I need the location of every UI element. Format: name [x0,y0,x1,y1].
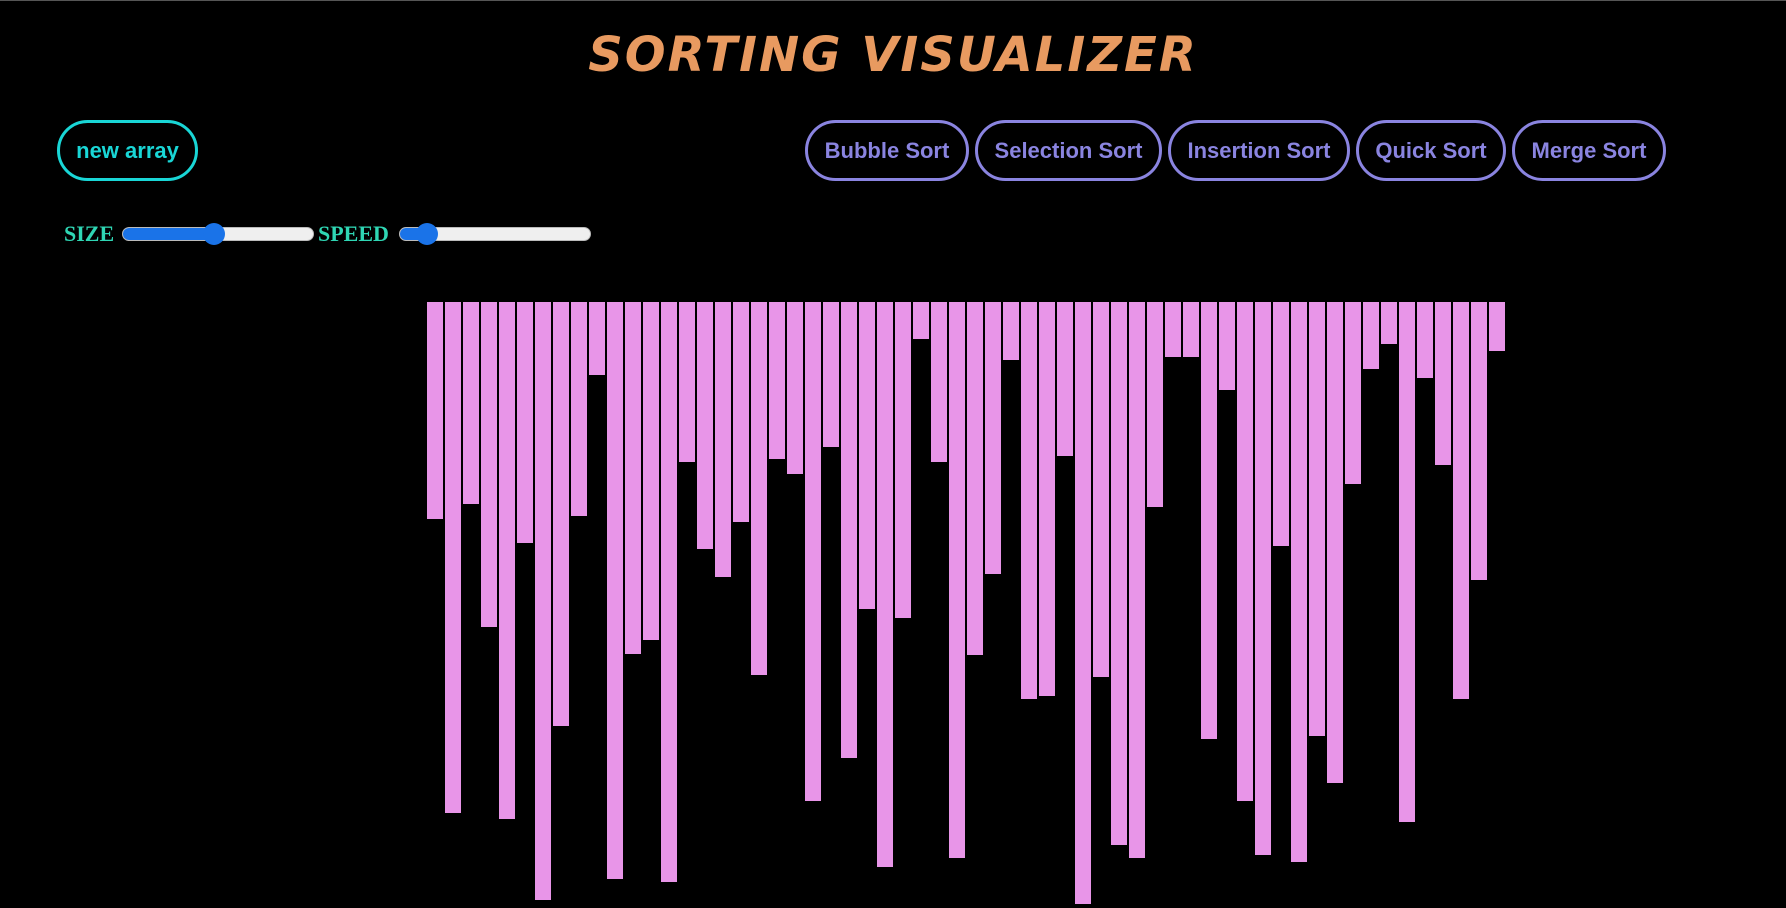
array-bar [877,302,893,867]
array-bar [643,302,659,640]
array-bar [607,302,623,879]
page-title: SORTING VISUALIZER [588,27,1198,83]
size-slider-thumb[interactable] [203,223,226,245]
array-bar [985,302,1001,574]
array-bar [1273,302,1289,546]
array-bar [1291,302,1307,862]
array-bar [1093,302,1109,677]
array-bar [1183,302,1199,357]
array-bar [1471,302,1487,580]
speed-slider-thumb[interactable] [415,223,438,245]
array-bar [1363,302,1379,369]
array-bar [1237,302,1253,801]
array-bar [679,302,695,462]
array-bar [661,302,677,882]
array-bar [913,302,929,339]
size-slider-fill [123,228,215,240]
bubble-sort-button[interactable]: Bubble Sort [805,120,969,181]
array-bar [463,302,479,504]
array-bar [805,302,821,801]
array-bar [553,302,569,726]
new-array-button[interactable]: new array [57,120,198,181]
array-bar [733,302,749,522]
array-bar [1129,302,1145,858]
array-bar [787,302,803,474]
array-bar [1435,302,1451,465]
array-bar [1453,302,1469,699]
array-bar [1111,302,1127,845]
array-bar [841,302,857,758]
array-bar [823,302,839,447]
array-bar [697,302,713,549]
array-bar [517,302,533,543]
selection-sort-button[interactable]: Selection Sort [975,120,1162,181]
array-bar [1219,302,1235,390]
array-bar [1345,302,1361,484]
merge-sort-button[interactable]: Merge Sort [1512,120,1666,181]
speed-label: SPEED [318,221,389,246]
array-bar [1381,302,1397,344]
size-slider[interactable] [122,223,314,245]
array-bars [427,302,1506,908]
array-bar [535,302,551,900]
quick-sort-button[interactable]: Quick Sort [1356,120,1506,181]
array-bar [967,302,983,655]
array-bar [769,302,785,459]
array-bar [625,302,641,654]
array-bar [1165,302,1181,357]
array-bar [445,302,461,813]
array-bar [1003,302,1019,360]
array-bar [1309,302,1325,736]
array-bar [1039,302,1055,696]
size-label: SIZE [64,221,115,246]
array-bar [751,302,767,675]
array-bar [1327,302,1343,783]
array-bar [1399,302,1415,822]
array-bar [949,302,965,858]
insertion-sort-button[interactable]: Insertion Sort [1168,120,1350,181]
array-bar [1057,302,1073,456]
array-bar [1489,302,1505,351]
array-bar [1201,302,1217,739]
array-bar [427,302,443,519]
array-bar [1075,302,1091,904]
array-bar [499,302,515,819]
array-bar [715,302,731,577]
array-bar [1147,302,1163,507]
array-bar [571,302,587,516]
array-bar [1021,302,1037,699]
array-bar [895,302,911,618]
array-bar [1417,302,1433,378]
array-bar [859,302,875,609]
array-bar [931,302,947,462]
array-bar [481,302,497,627]
speed-slider[interactable] [399,223,591,245]
array-bar [1255,302,1271,855]
array-bar [589,302,605,375]
